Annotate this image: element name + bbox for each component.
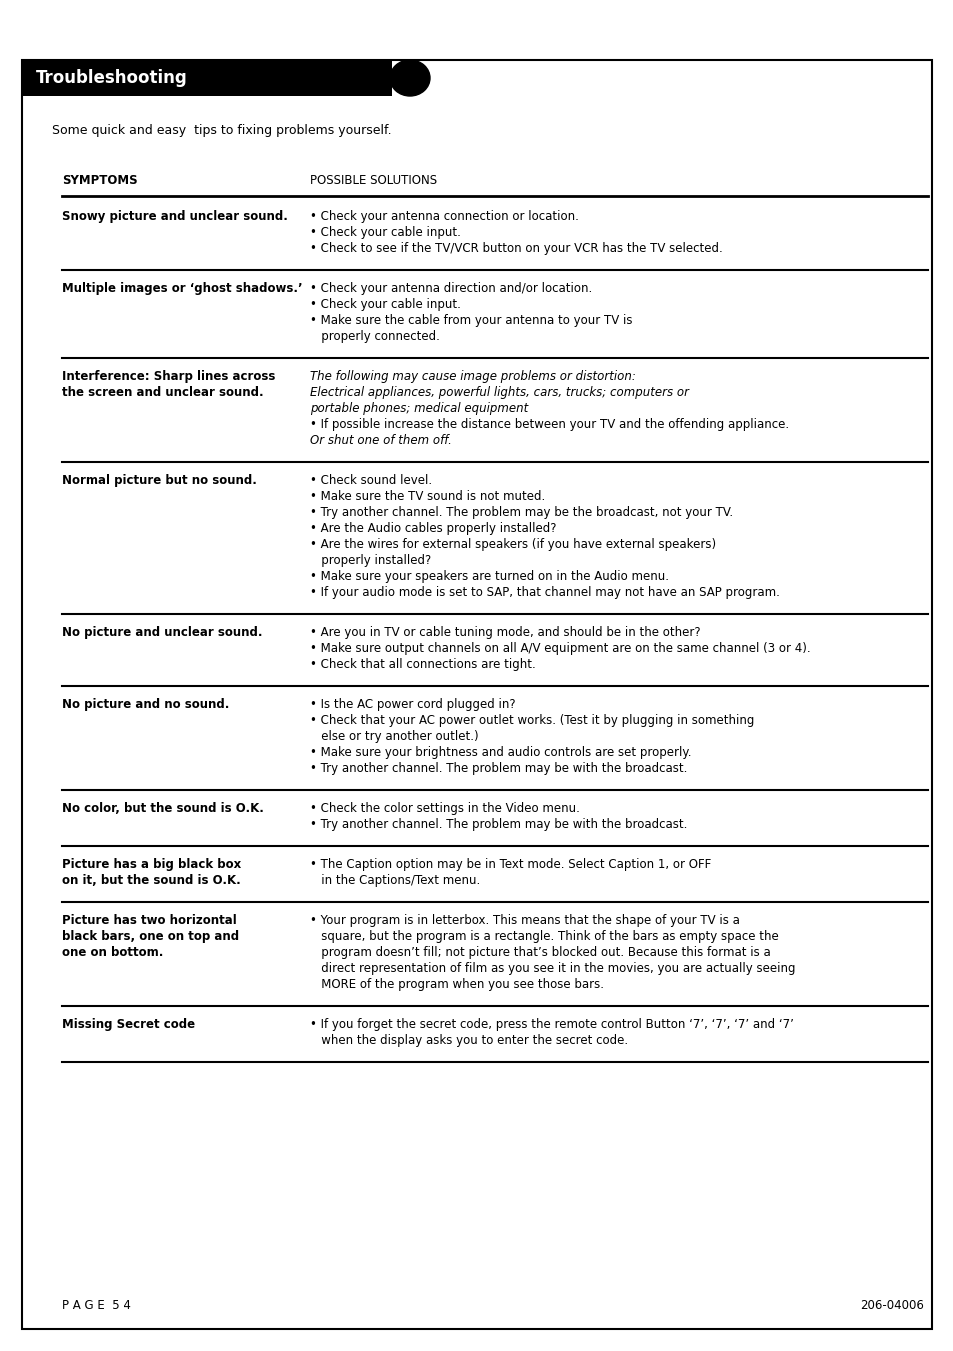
Text: • Make sure the cable from your antenna to your TV is: • Make sure the cable from your antenna … — [310, 313, 632, 327]
Text: Snowy picture and unclear sound.: Snowy picture and unclear sound. — [62, 209, 288, 223]
Text: MORE of the program when you see those bars.: MORE of the program when you see those b… — [310, 978, 603, 992]
Text: No picture and unclear sound.: No picture and unclear sound. — [62, 626, 262, 639]
Text: POSSIBLE SOLUTIONS: POSSIBLE SOLUTIONS — [310, 174, 436, 186]
Text: • If your audio mode is set to SAP, that channel may not have an SAP program.: • If your audio mode is set to SAP, that… — [310, 586, 779, 598]
Text: • Make sure the TV sound is not muted.: • Make sure the TV sound is not muted. — [310, 490, 545, 503]
Text: No color, but the sound is O.K.: No color, but the sound is O.K. — [62, 802, 264, 815]
Text: • Try another channel. The problem may be the broadcast, not your TV.: • Try another channel. The problem may b… — [310, 507, 732, 519]
Text: • Check that your AC power outlet works. (Test it by plugging in something: • Check that your AC power outlet works.… — [310, 713, 754, 727]
Text: Picture has a big black box: Picture has a big black box — [62, 858, 241, 871]
Text: • Are you in TV or cable tuning mode, and should be in the other?: • Are you in TV or cable tuning mode, an… — [310, 626, 700, 639]
Text: black bars, one on top and: black bars, one on top and — [62, 929, 239, 943]
FancyBboxPatch shape — [22, 59, 392, 96]
Text: • Check your antenna direction and/or location.: • Check your antenna direction and/or lo… — [310, 282, 592, 295]
Text: • Try another channel. The problem may be with the broadcast.: • Try another channel. The problem may b… — [310, 762, 687, 775]
Text: • Make sure output channels on all A/V equipment are on the same channel (3 or 4: • Make sure output channels on all A/V e… — [310, 642, 810, 655]
Text: The following may cause image problems or distortion:: The following may cause image problems o… — [310, 370, 636, 382]
Text: properly connected.: properly connected. — [310, 330, 439, 343]
Text: • Make sure your brightness and audio controls are set properly.: • Make sure your brightness and audio co… — [310, 746, 691, 759]
Text: properly installed?: properly installed? — [310, 554, 431, 567]
Text: • Check your cable input.: • Check your cable input. — [310, 226, 460, 239]
Text: in the Captions/Text menu.: in the Captions/Text menu. — [310, 874, 479, 888]
Text: • If possible increase the distance between your TV and the offending appliance.: • If possible increase the distance betw… — [310, 417, 788, 431]
Text: • If you forget the secret code, press the remote control Button ‘7’, ‘7’, ‘7’ a: • If you forget the secret code, press t… — [310, 1019, 793, 1031]
Text: Or shut one of them off.: Or shut one of them off. — [310, 434, 452, 447]
Text: 206-04006: 206-04006 — [860, 1300, 923, 1312]
Text: • The Caption option may be in Text mode. Select Caption 1, or OFF: • The Caption option may be in Text mode… — [310, 858, 711, 871]
Text: No picture and no sound.: No picture and no sound. — [62, 698, 229, 711]
Text: • Is the AC power cord plugged in?: • Is the AC power cord plugged in? — [310, 698, 515, 711]
Ellipse shape — [390, 59, 430, 96]
Text: • Your program is in letterbox. This means that the shape of your TV is a: • Your program is in letterbox. This mea… — [310, 915, 740, 927]
Text: Some quick and easy  tips to fixing problems yourself.: Some quick and easy tips to fixing probl… — [52, 124, 392, 136]
Text: portable phones; medical equipment: portable phones; medical equipment — [310, 403, 528, 415]
Text: Multiple images or ‘ghost shadows.’: Multiple images or ‘ghost shadows.’ — [62, 282, 302, 295]
Text: • Check your cable input.: • Check your cable input. — [310, 299, 460, 311]
Text: square, but the program is a rectangle. Think of the bars as empty space the: square, but the program is a rectangle. … — [310, 929, 778, 943]
Text: Picture has two horizontal: Picture has two horizontal — [62, 915, 236, 927]
Text: • Are the Audio cables properly installed?: • Are the Audio cables properly installe… — [310, 521, 556, 535]
Text: • Try another channel. The problem may be with the broadcast.: • Try another channel. The problem may b… — [310, 817, 687, 831]
Text: • Check to see if the TV/VCR button on your VCR has the TV selected.: • Check to see if the TV/VCR button on y… — [310, 242, 722, 255]
Text: P A G E  5 4: P A G E 5 4 — [62, 1300, 131, 1312]
Text: • Make sure your speakers are turned on in the Audio menu.: • Make sure your speakers are turned on … — [310, 570, 668, 584]
Text: one on bottom.: one on bottom. — [62, 946, 163, 959]
Text: • Are the wires for external speakers (if you have external speakers): • Are the wires for external speakers (i… — [310, 538, 716, 551]
Text: direct representation of film as you see it in the movies, you are actually seei: direct representation of film as you see… — [310, 962, 795, 975]
Text: Interference: Sharp lines across: Interference: Sharp lines across — [62, 370, 275, 382]
Text: Electrical appliances, powerful lights, cars, trucks; computers or: Electrical appliances, powerful lights, … — [310, 386, 688, 399]
Text: • Check that all connections are tight.: • Check that all connections are tight. — [310, 658, 536, 671]
Text: on it, but the sound is O.K.: on it, but the sound is O.K. — [62, 874, 240, 888]
FancyBboxPatch shape — [22, 59, 931, 1329]
Text: • Check the color settings in the Video menu.: • Check the color settings in the Video … — [310, 802, 579, 815]
Text: Troubleshooting: Troubleshooting — [36, 69, 188, 86]
Text: SYMPTOMS: SYMPTOMS — [62, 174, 137, 186]
Text: • Check your antenna connection or location.: • Check your antenna connection or locat… — [310, 209, 578, 223]
Text: the screen and unclear sound.: the screen and unclear sound. — [62, 386, 263, 399]
Text: Missing Secret code: Missing Secret code — [62, 1019, 195, 1031]
Text: • Check sound level.: • Check sound level. — [310, 474, 432, 486]
Text: when the display asks you to enter the secret code.: when the display asks you to enter the s… — [310, 1034, 627, 1047]
Text: Normal picture but no sound.: Normal picture but no sound. — [62, 474, 256, 486]
Text: else or try another outlet.): else or try another outlet.) — [310, 730, 478, 743]
Text: program doesn’t fill; not picture that’s blocked out. Because this format is a: program doesn’t fill; not picture that’s… — [310, 946, 770, 959]
